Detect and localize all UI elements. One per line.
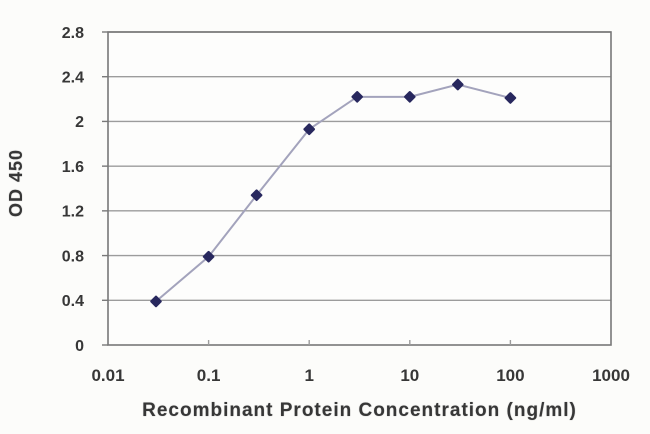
- x-tick-label: 10: [400, 366, 419, 385]
- data-point-marker: [202, 250, 215, 263]
- x-tick-label: 1000: [592, 366, 630, 385]
- x-tick-label: 0.01: [91, 366, 124, 385]
- data-point-marker: [250, 189, 263, 202]
- y-tick-label: 0.4: [62, 293, 84, 310]
- plot-border: [107, 31, 612, 346]
- y-tick-label: 2: [75, 114, 84, 131]
- x-tick-label: 0.1: [197, 366, 221, 385]
- y-tick-label: 1.6: [62, 159, 84, 176]
- data-point-marker: [404, 91, 416, 103]
- y-tick-label: 0.8: [62, 248, 84, 265]
- y-tick-label: 2.8: [62, 25, 84, 42]
- data-point-marker: [150, 295, 162, 308]
- y-tick-label: 0: [75, 338, 84, 355]
- x-axis-title: Recombinant Protein Concentration (ng/ml…: [142, 400, 577, 421]
- y-tick-label: 2.4: [62, 69, 84, 86]
- data-point-marker: [451, 78, 464, 91]
- y-axis-title: OD 450: [6, 148, 26, 218]
- plot-background: [108, 32, 611, 345]
- x-tick-label: 100: [496, 366, 524, 385]
- data-point-marker: [504, 92, 517, 104]
- data-point-marker: [303, 123, 315, 136]
- series-line: [155, 83, 511, 303]
- data-point-marker: [351, 91, 363, 103]
- y-tick-label: 1.2: [62, 204, 84, 221]
- x-tick-label: 1: [304, 366, 313, 385]
